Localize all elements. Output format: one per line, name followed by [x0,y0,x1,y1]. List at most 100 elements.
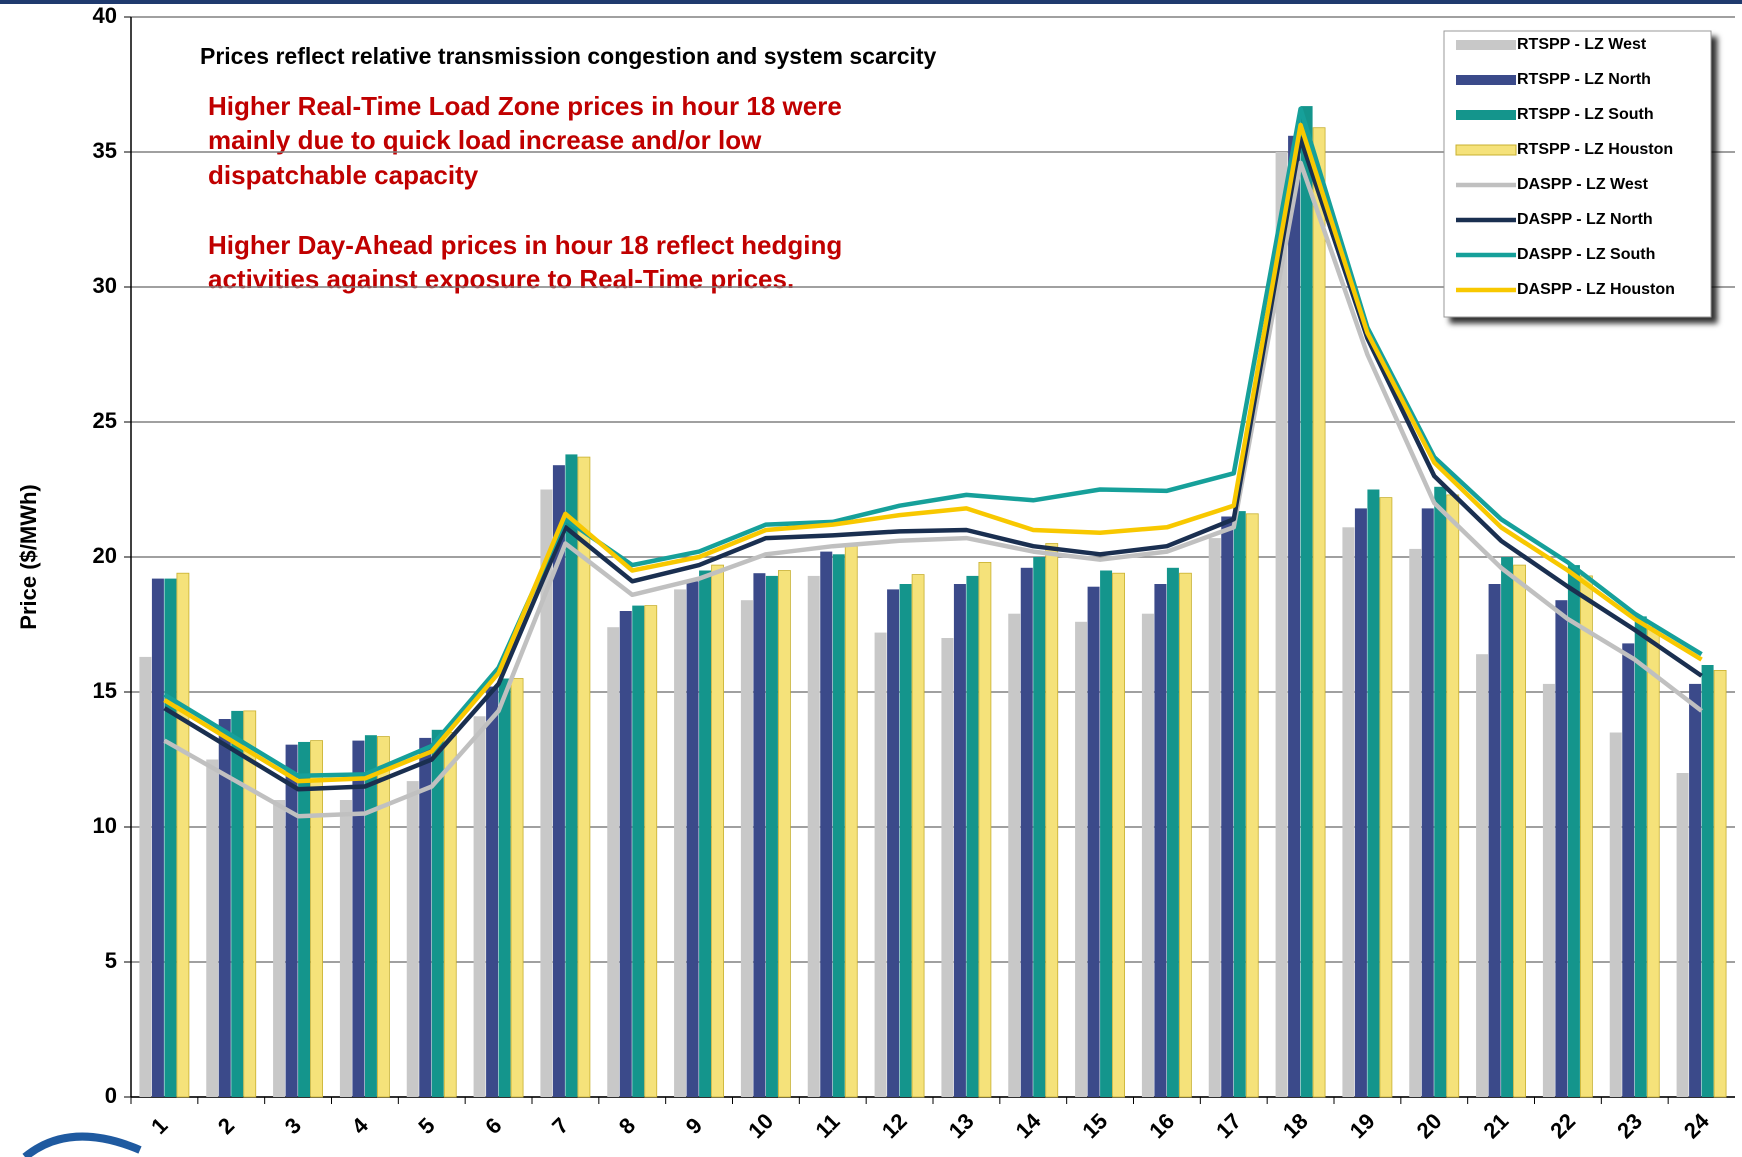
x-tick-label: 8 [614,1113,640,1139]
top-rule [0,0,1742,4]
bar [686,581,699,1097]
x-tick-label: 13 [944,1108,979,1143]
bar [1501,557,1514,1097]
bar [431,729,444,1097]
bar [1245,513,1259,1098]
legend-label: DASPP - LZ South [1517,246,1655,263]
line [163,106,1703,778]
legend-swatch [1456,40,1516,50]
bar [1179,572,1192,1098]
bar [243,710,257,1098]
bar [832,554,845,1097]
line [163,122,1703,784]
legend-label: RTSPP - LZ South [1517,106,1654,123]
bar [1020,567,1033,1097]
bar [1075,621,1088,1097]
bar [1476,654,1489,1097]
bar [1567,565,1580,1097]
bar [231,710,244,1097]
bar [632,605,645,1097]
bar [540,489,553,1097]
bar [978,562,992,1098]
bar [1312,127,1326,1098]
annotation: dispatchable capacity [208,160,479,190]
y-tick-label: 30 [93,273,117,298]
bar [1166,567,1179,1097]
y-tick-label: 5 [105,948,117,973]
bar [298,741,311,1097]
bar [1555,600,1568,1097]
logo [22,1132,142,1157]
bar [552,465,565,1097]
bar [1622,643,1635,1097]
y-tick-label: 20 [93,543,117,568]
bar [1275,152,1288,1097]
bar [1580,575,1593,1098]
legend-label: RTSPP - LZ Houston [1517,141,1673,158]
bar [151,578,164,1097]
y-tick-label: 25 [93,408,117,433]
bar [565,454,578,1097]
bar [1434,486,1447,1097]
bar [740,600,753,1097]
bar [339,800,352,1097]
bar [1342,527,1355,1097]
bar [419,737,432,1097]
bar [273,800,286,1097]
bar [1087,586,1100,1097]
bar [1676,773,1689,1097]
bar [1221,516,1234,1097]
y-tick-label: 0 [105,1083,117,1108]
x-tick-label: 22 [1545,1108,1580,1143]
bar [844,545,858,1098]
line [163,160,1703,819]
bar [941,638,954,1097]
line [163,136,1703,792]
bar [911,574,925,1098]
x-tick-label: 2 [213,1113,239,1139]
bar [486,686,499,1097]
bar [607,627,620,1097]
x-tick-label: 11 [810,1109,844,1143]
x-tick-label: 16 [1144,1108,1179,1143]
bar [285,744,298,1097]
x-tick-label: 21 [1478,1108,1513,1143]
bar [1409,548,1422,1097]
bar [1609,732,1622,1097]
x-tick-label: 24 [1679,1108,1715,1144]
bar [699,570,712,1097]
bar [1646,626,1660,1098]
bar [711,564,724,1098]
y-tick-label: 35 [93,138,117,163]
annotation: Prices reflect relative transmission con… [200,43,937,69]
bar [1379,497,1393,1098]
bar [807,575,820,1097]
x-tick-label: 9 [681,1113,707,1139]
bar [778,570,791,1098]
bar [443,732,457,1098]
y-axis-label: Price ($/MWh) [16,484,41,629]
bar [1488,584,1501,1097]
bar [1233,511,1246,1098]
bar [1100,570,1113,1097]
x-tick-label: 18 [1278,1108,1313,1143]
annotation: activities against exposure to Real-Time… [208,264,794,294]
bar [176,572,190,1098]
annotation: mainly due to quick load increase and/or… [208,125,762,155]
bar [619,611,632,1097]
bar [1513,564,1526,1098]
bar [406,781,419,1097]
bar [887,589,900,1097]
bar [1033,557,1046,1097]
bar [765,575,778,1097]
bar [352,740,365,1097]
bar [1446,494,1460,1098]
bar [1288,135,1301,1098]
bar [498,678,511,1097]
bar [206,759,219,1097]
x-tick-label: 1 [146,1113,172,1139]
bar [164,578,177,1097]
bar [1542,683,1555,1097]
y-tick-label: 10 [93,813,117,838]
x-tick-label: 3 [280,1113,306,1139]
